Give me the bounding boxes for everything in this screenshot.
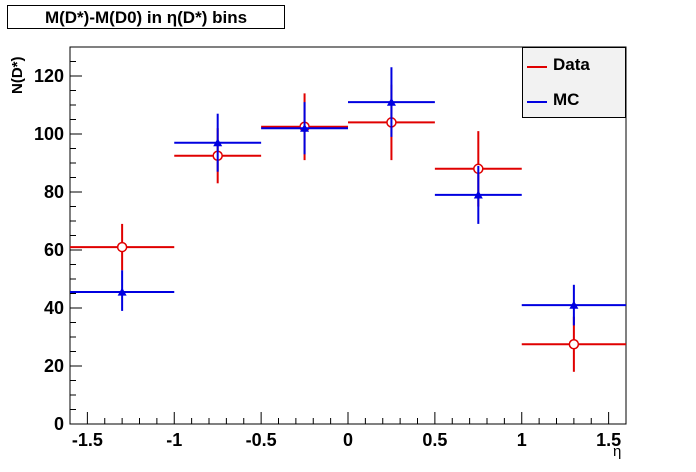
data-point — [116, 241, 128, 253]
x-axis-label: η — [613, 443, 622, 460]
chart-title: M(D*)-M(D0) in η(D*) bins — [44, 8, 248, 27]
data-point — [117, 287, 127, 296]
data-point — [386, 97, 396, 106]
y-tick-label: 0 — [54, 414, 64, 434]
y-axis-label: N(D*) — [9, 23, 26, 95]
axis-ticks — [69, 46, 627, 425]
data-point — [568, 339, 580, 350]
legend-label-data: Data — [553, 55, 590, 74]
y-axis-label-text: N(D*) — [9, 56, 26, 95]
x-tick-label: -0.5 — [246, 430, 277, 450]
y-tick-label: 80 — [44, 182, 64, 202]
x-tick-label: -1.5 — [72, 430, 103, 450]
y-tick-label: 100 — [34, 124, 64, 144]
legend-swatch-data — [527, 66, 547, 68]
legend-label-mc: MC — [553, 90, 580, 109]
data-point — [473, 190, 483, 199]
x-tick-label: 0.5 — [422, 430, 447, 450]
data-point — [569, 300, 579, 309]
y-tick-label: 40 — [44, 298, 64, 318]
x-tick-label: 1.5 — [596, 430, 621, 450]
legend-entry-mc: MC — [523, 86, 625, 116]
legend: Data MC — [522, 47, 626, 118]
x-tick-label: 1 — [517, 430, 527, 450]
series-mc — [70, 67, 626, 326]
legend-entry-data: Data — [523, 51, 625, 81]
tick-labels: -1.5 -1 -0.5 0 0.5 1 1.5 0 20 40 60 80 100 120 — [34, 66, 621, 450]
legend-swatch-mc — [527, 101, 547, 103]
x-tick-label: 0 — [343, 430, 353, 450]
y-tick-label: 20 — [44, 356, 64, 376]
data-point — [213, 138, 223, 147]
x-tick-label: -1 — [166, 430, 182, 450]
data-point — [300, 123, 310, 132]
y-tick-label: 120 — [34, 66, 64, 86]
y-tick-label: 60 — [44, 240, 64, 260]
series-layer — [70, 67, 626, 372]
chart-title-box: M(D*)-M(D0) in η(D*) bins — [7, 5, 285, 29]
